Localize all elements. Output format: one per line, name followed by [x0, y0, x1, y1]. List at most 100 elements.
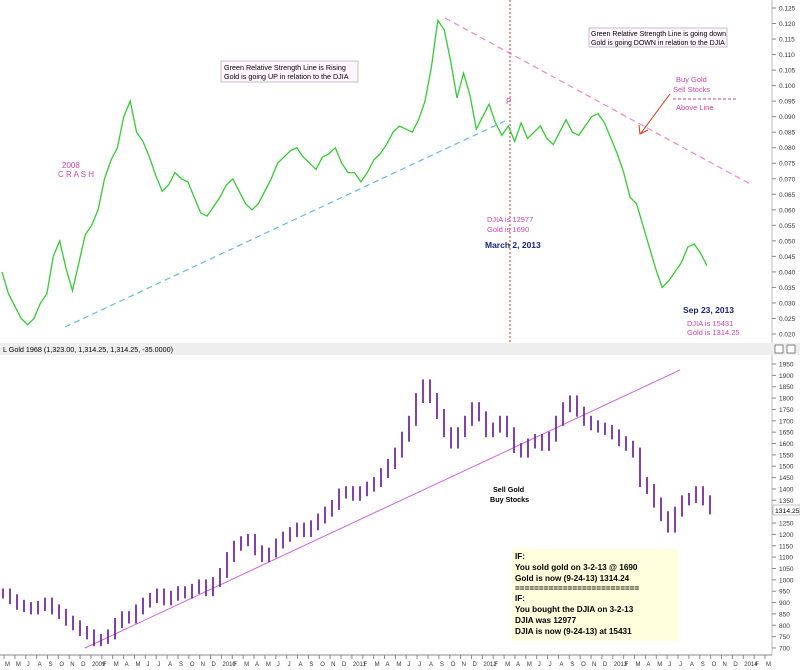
x-axis-tick-label: J [538, 662, 541, 668]
x-axis-tick-label: F [103, 662, 107, 668]
x-axis-tick-label: M [766, 662, 771, 668]
crash-label-year: 2008 [62, 161, 80, 170]
bottom-y-tick-label: 1750 [779, 407, 794, 414]
bottom-y-tick-label: 750 [779, 634, 790, 641]
falling-note-line2: Gold is going DOWN in relation to the DJ… [591, 40, 725, 47]
buy-gold-arrow [640, 93, 671, 134]
top-y-tick-label: 0.025 [779, 316, 796, 323]
bottom-y-tick-label: 700 [779, 646, 790, 653]
top-y-tick-label: 0.020 [779, 332, 796, 339]
x-axis-tick-label: O [190, 662, 195, 668]
x-axis-tick-label: A [646, 662, 650, 668]
bottom-y-tick-label: 850 [779, 611, 790, 618]
x-axis-tick-label: M [375, 662, 380, 668]
if-callout-box [512, 549, 678, 641]
top-y-tick-label: 0.045 [779, 254, 796, 261]
x-axis-tick-label: S [309, 662, 313, 668]
x-axis-tick-label: D [81, 662, 86, 668]
x-axis-tick-label: M [135, 662, 140, 668]
buy-gold-arrowhead [638, 124, 649, 135]
top-panel [0, 0, 772, 343]
callout-if-2: IF: [515, 594, 525, 603]
sep-gold-label: Gold is 1314.25 [687, 328, 740, 337]
x-axis-tick-label: 2013 [614, 662, 628, 668]
callout-line-2: Gold is now (9-24-13) 1314.24 [515, 574, 630, 583]
callout-separator: ========================== [515, 584, 640, 593]
x-axis-tick-label: F [625, 662, 629, 668]
march-date-label: March 2, 2013 [485, 240, 541, 250]
top-y-axis: 0.125 0.120 0.115 0.110 0.105 0.100 0.095 0.090… [772, 6, 796, 339]
falling-note-box [588, 27, 728, 48]
gold-panel-header: L Gold 1968 (1,323.00, 1,314.25, 1,314.2… [3, 345, 173, 354]
rising-note-line2: Gold is going UP in relation to the DJIA [224, 72, 349, 81]
relative-strength-line [1, 18, 708, 326]
x-axis-tick-label: O [451, 662, 456, 668]
x-axis-tick-label: A [38, 662, 42, 668]
x-axis-tick-label: M [505, 662, 510, 668]
bottom-y-tick-label: 1850 [779, 384, 794, 391]
bottom-y-tick-label: 1150 [779, 543, 793, 550]
top-y-tick-label: 0.125 [779, 6, 796, 13]
last-price-label: 1314.25 [775, 508, 800, 515]
callout-line-3: You bought the DJIA on 3-2-13 [515, 605, 634, 614]
bottom-y-tick-label: 1250 [779, 521, 794, 528]
callout-line-1: You sold gold on 3-2-13 @ 1690 [515, 563, 638, 572]
top-y-tick-label: 0.080 [779, 145, 796, 152]
top-y-tick-label: 0.085 [779, 130, 796, 137]
x-axis-tick-label: O [712, 662, 717, 668]
crash-label: C R A S H [58, 170, 94, 179]
x-axis-tick-label: S [179, 662, 183, 668]
x-axis-tick-label: M [396, 662, 401, 668]
x-axis-tick-label: J [277, 662, 280, 668]
x-axis-tick-label: O [320, 662, 325, 668]
x-axis-tick-label: M [5, 662, 10, 668]
x-axis-tick-label: J [157, 662, 160, 668]
x-axis-tick-label: M [244, 662, 249, 668]
rising-note-line1: Green Relative Strength Line is Rising [224, 63, 346, 72]
bottom-y-tick-label: 1050 [779, 566, 794, 573]
top-y-tick-label: 0.060 [779, 207, 796, 214]
bottom-y-tick-label: 1700 [779, 418, 794, 425]
bottom-y-tick-label: 1450 [779, 475, 794, 482]
bottom-y-tick-label: 1400 [779, 486, 794, 493]
buy-stocks-label: Buy Stocks [490, 495, 529, 504]
panel-divider [0, 343, 800, 355]
x-axis-tick-label: A [386, 662, 390, 668]
x-axis-tick-label: D [472, 662, 477, 668]
support-trendline [64, 120, 506, 328]
bottom-y-tick-label: 1950 [779, 362, 794, 369]
x-axis-tick-label: J [668, 662, 671, 668]
callout-line-5: DJIA is now (9-24-13) at 15431 [515, 627, 632, 636]
panel-maximize-button[interactable] [786, 344, 796, 354]
top-y-tick-label: 0.110 [779, 52, 795, 59]
x-axis-tick-label: F [494, 662, 498, 668]
x-axis-tick-label: M [114, 662, 119, 668]
sep-djia-label: DJIA is 15431 [687, 319, 733, 328]
x-axis-tick-label: N [331, 662, 335, 668]
x-axis-tick-label: N [70, 662, 74, 668]
x-axis-tick-label: A [299, 662, 303, 668]
x-axis-tick-label: F [233, 662, 237, 668]
sell-gold-label: Sell Gold [493, 485, 524, 494]
x-axis-tick-label: J [288, 662, 291, 668]
x-axis-tick-label: F [755, 662, 759, 668]
falling-note-line1: Green Relative Strength Line is going do… [591, 31, 726, 38]
gold-price-bars [2, 379, 711, 647]
x-axis-tick-label: O [581, 662, 586, 668]
x-axis-tick-label: J [146, 662, 149, 668]
top-y-tick-label: 0.065 [779, 192, 796, 199]
x-axis-tick-label: A [690, 662, 694, 668]
march-djia-label: DJIA is 12977 [487, 215, 533, 224]
bottom-y-tick-label: 1900 [779, 373, 794, 380]
panel-minimize-button[interactable] [774, 344, 784, 354]
last-price-badge [772, 504, 800, 516]
top-y-tick-label: 0.070 [779, 176, 796, 183]
x-axis-tick-label: J [418, 662, 421, 668]
x-axis-tick-label: M [266, 662, 271, 668]
x-axis-tick-label: A [516, 662, 520, 668]
bottom-y-tick-label: 1500 [779, 464, 794, 471]
x-axis-tick-label: M [657, 662, 662, 668]
x-axis-tick-label: A [429, 662, 433, 668]
